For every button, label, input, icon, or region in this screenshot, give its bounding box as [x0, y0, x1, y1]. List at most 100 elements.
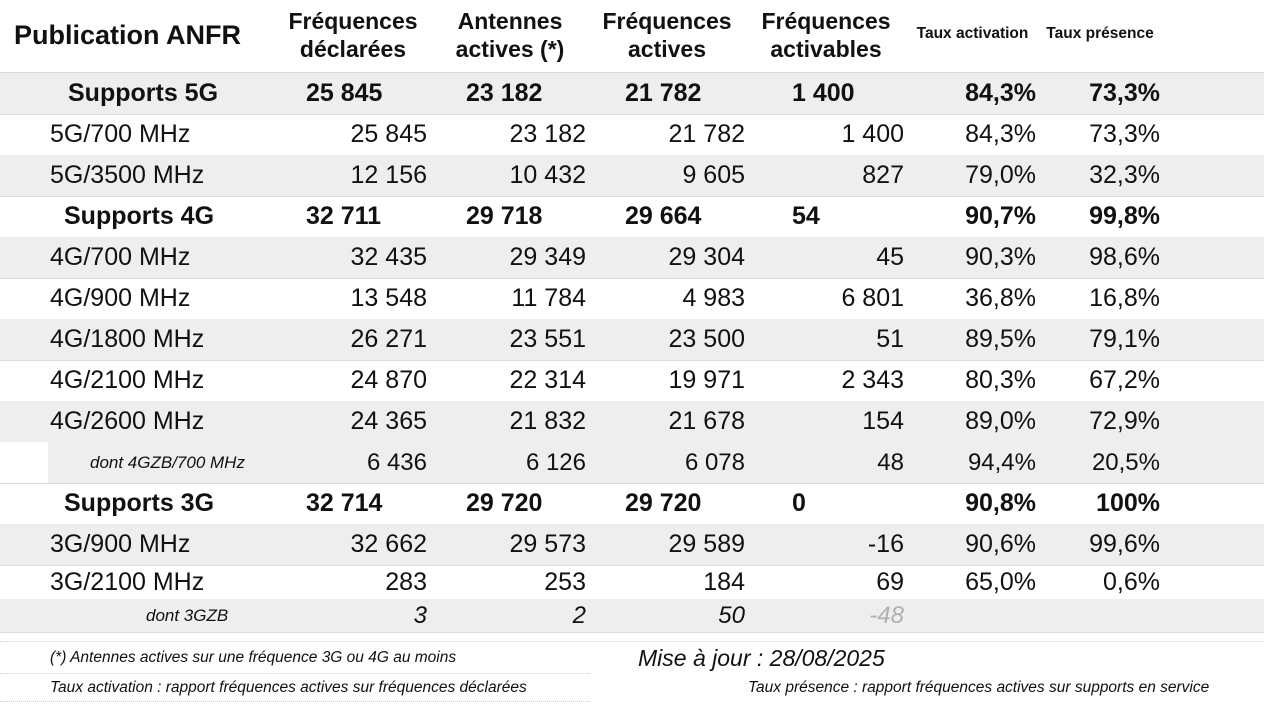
col-header-antennes-actives: Antennes actives (*)	[455, 8, 565, 62]
footer-note-presence: Taux présence : rapport fréquences activ…	[748, 679, 1210, 696]
row-value-col-1: 25 845	[350, 120, 427, 148]
row-value-col-2: 22 314	[509, 366, 586, 394]
row-label: Supports 4G	[64, 202, 215, 230]
row-value-col-4: 51	[876, 325, 904, 353]
row-value-col-3: 21 782	[668, 120, 745, 148]
row-value-col-4: 0	[792, 489, 806, 517]
row-value-col-2: 21 832	[509, 407, 586, 435]
row-label: 4G/2100 MHz	[50, 366, 205, 394]
row-value-col-4: 1 400	[792, 79, 855, 107]
row-value-col-3: 21 782	[625, 79, 702, 107]
row-value-col-3: 19 971	[668, 366, 745, 394]
table-row: 5G/700 MHz 25 845 23 182 21 782 1 400 84,3% 73…	[0, 114, 1264, 156]
row-value-col-1: 24 870	[350, 366, 427, 394]
row-value-col-1: 6 436	[366, 449, 427, 476]
row-value-col-4: 2 343	[841, 366, 904, 394]
row-value-col-6: 16,8%	[1089, 284, 1160, 312]
row-value-col-6: 32,3%	[1089, 161, 1160, 189]
row-value-col-3: 9 605	[682, 161, 745, 189]
row-value-col-4: 827	[862, 161, 904, 189]
row-value-col-6: 20,5%	[1091, 449, 1160, 476]
row-value-col-3: 50	[718, 602, 745, 629]
row-value-col-4: -16	[867, 530, 904, 558]
row-label: Supports 5G	[68, 79, 219, 107]
row-value-col-1: 26 271	[350, 325, 427, 353]
footer-divider	[0, 701, 590, 702]
row-value-col-1: 32 662	[350, 530, 427, 558]
row-value-col-2: 29 718	[466, 202, 543, 230]
footer-note-activation: Taux activation : rapport fréquences act…	[50, 679, 527, 696]
row-value-col-4: -48	[869, 602, 904, 629]
row-value-col-4: 45	[876, 243, 904, 271]
row-label: 4G/1800 MHz	[50, 325, 205, 353]
row-value-col-4: 154	[862, 407, 904, 435]
row-value-col-3: 4 983	[682, 284, 745, 312]
row-value-col-2: 29 349	[509, 243, 586, 271]
row-label: 4G/2600 MHz	[50, 407, 205, 435]
row-value-col-2: 29 720	[466, 489, 543, 517]
row-value-col-6: 98,6%	[1089, 243, 1160, 271]
table-row: 4G/700 MHz 32 435 29 349 29 304 45 90,3% 98,6%	[0, 237, 1264, 279]
row-value-col-6: 67,2%	[1089, 366, 1160, 394]
row-label: 3G/900 MHz	[50, 530, 191, 558]
row-value-col-2: 6 126	[525, 449, 586, 476]
table-row: Supports 5G 25 845 23 182 21 782 1 400 84,3% 7…	[0, 73, 1264, 115]
row-value-col-4: 54	[792, 202, 820, 230]
row-value-col-6: 73,3%	[1089, 79, 1160, 107]
table-header: Publication ANFR Fréquences déclarées An…	[0, 0, 1264, 73]
table-row: 4G/1800 MHz 26 271 23 551 23 500 51 89,5% 79,1…	[0, 319, 1264, 361]
row-value-col-5: 36,8%	[965, 284, 1036, 312]
row-value-col-2: 253	[544, 568, 586, 596]
col-header-frequences-declarees: Fréquences déclarées	[288, 8, 418, 62]
row-label: dont 3GZB	[146, 606, 229, 625]
row-value-col-6: 99,8%	[1089, 202, 1160, 230]
row-value-col-1: 32 711	[306, 202, 382, 230]
row-value-col-4: 1 400	[841, 120, 904, 148]
row-value-col-1: 32 714	[306, 489, 383, 517]
row-label: 5G/3500 MHz	[50, 161, 205, 189]
table-row: 5G/3500 MHz 12 156 10 432 9 605 827 79,0% 32,3…	[0, 155, 1264, 197]
row-value-col-5: 94,4%	[967, 449, 1036, 476]
footer-divider	[0, 673, 590, 674]
row-value-col-6: 0,6%	[1103, 568, 1160, 596]
row-value-col-5: 90,6%	[965, 530, 1036, 558]
row-value-col-5: 84,3%	[965, 120, 1036, 148]
row-value-col-5: 84,3%	[965, 79, 1036, 107]
table-row: 3G/2100 MHz 283 253 184 69 65,0% 0,6%	[0, 565, 1264, 600]
page-title: Publication ANFR	[14, 20, 241, 50]
row-value-col-4: 6 801	[841, 284, 904, 312]
row-value-col-5: 90,3%	[965, 243, 1036, 271]
row-value-col-5: 89,0%	[965, 407, 1036, 435]
row-value-col-1: 32 435	[350, 243, 427, 271]
col-header-taux-presence: Taux présence	[1046, 25, 1154, 42]
row-value-col-4: 69	[876, 568, 904, 596]
col-header-frequences-activables: Fréquences activables	[761, 8, 891, 62]
row-value-col-3: 29 304	[668, 243, 745, 271]
table-row: 4G/900 MHz 13 548 11 784 4 983 6 801 36,8% 16,…	[0, 278, 1264, 320]
row-value-col-2: 11 784	[511, 284, 586, 312]
row-value-col-1: 25 845	[306, 79, 383, 107]
row-value-col-2: 10 432	[509, 161, 586, 189]
row-background	[48, 442, 1264, 483]
row-value-col-2: 2	[572, 602, 586, 629]
row-value-col-3: 29 720	[625, 489, 702, 517]
row-label: 4G/900 MHz	[50, 284, 191, 312]
row-value-col-6: 72,9%	[1089, 407, 1160, 435]
row-value-col-6: 99,6%	[1089, 530, 1160, 558]
row-value-col-2: 23 182	[509, 120, 586, 148]
row-value-col-1: 24 365	[350, 407, 427, 435]
footer-divider	[0, 641, 1264, 642]
row-value-col-1: 283	[385, 568, 427, 596]
row-value-col-2: 23 182	[466, 79, 543, 107]
col-header-frequences-actives: Fréquences actives	[602, 8, 732, 62]
table-row: Supports 3G 32 714 29 720 29 720 0 90,8% 100%	[0, 483, 1264, 525]
row-value-col-6: 79,1%	[1089, 325, 1160, 353]
row-label: dont 4GZB/700 MHz	[90, 453, 245, 472]
row-value-col-1: 12 156	[350, 161, 427, 189]
table-row: 3G/900 MHz 32 662 29 573 29 589 -16 90,6% 99,6…	[0, 524, 1264, 566]
row-value-col-2: 29 573	[509, 530, 586, 558]
row-label: 5G/700 MHz	[50, 120, 191, 148]
row-label: Supports 3G	[64, 489, 215, 517]
row-value-col-1: 13 548	[350, 284, 427, 312]
row-value-col-5: 90,7%	[965, 202, 1036, 230]
